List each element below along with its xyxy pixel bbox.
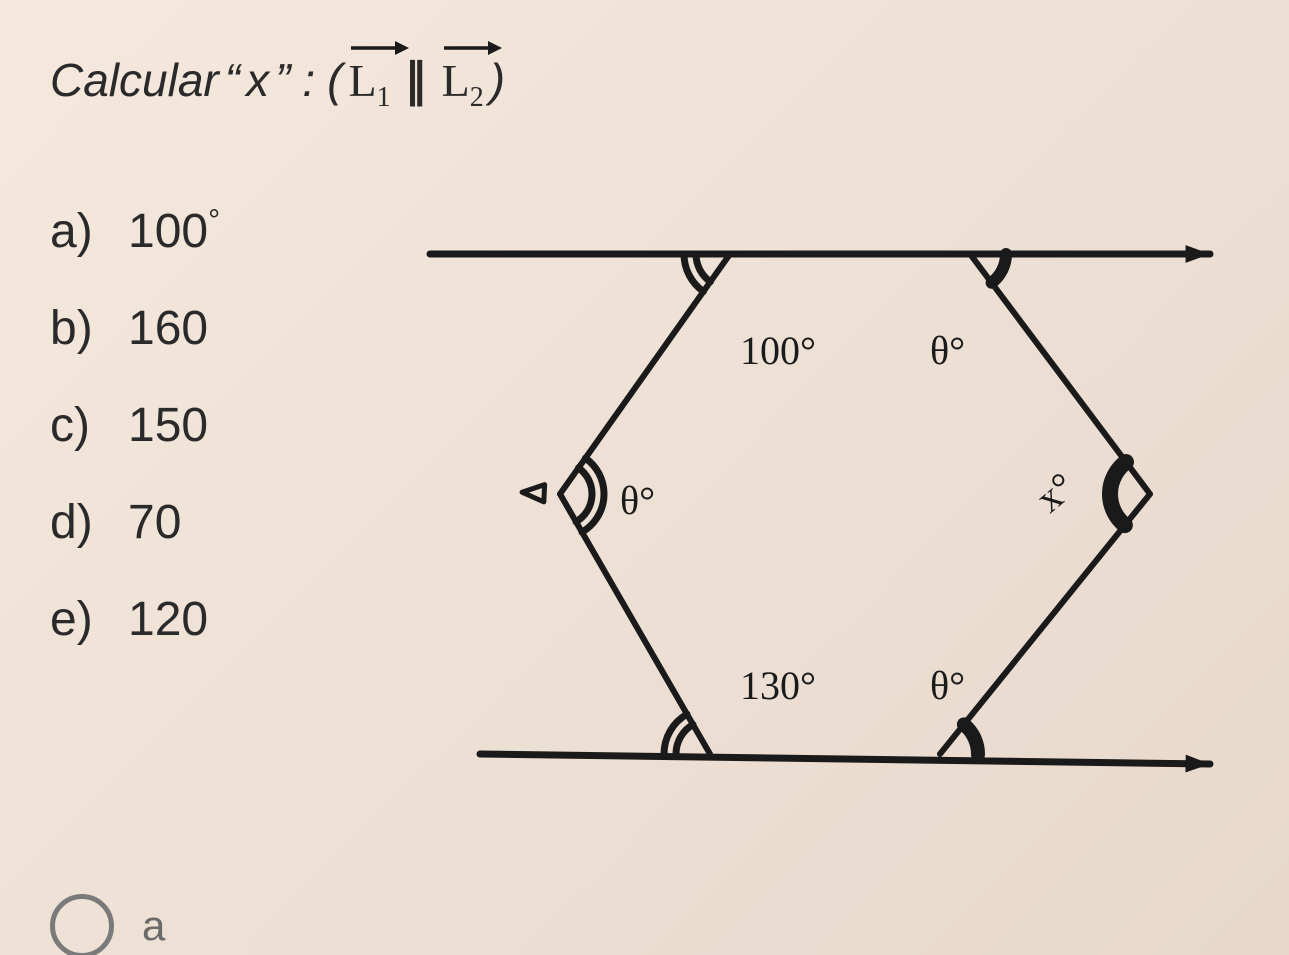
paren-open: ( (327, 53, 342, 107)
line2-base: L (442, 55, 470, 106)
quote-close: ” (275, 53, 290, 107)
option-value: 100° (128, 204, 220, 259)
option-letter: b) (50, 301, 106, 356)
svg-text:x°: x° (1027, 463, 1084, 521)
option-a[interactable]: a) 100° (50, 204, 370, 259)
option-value: 160 (128, 301, 208, 356)
vector-arrow-icon (442, 38, 502, 54)
option-c[interactable]: c) 150 (50, 398, 370, 453)
option-d[interactable]: d) 70 (50, 495, 370, 550)
option-letter: a) (50, 204, 106, 259)
line2-subscript: 2 (470, 82, 484, 113)
question-prompt: Calcular “x” : ( L1 ∥ L2 ) (50, 40, 1259, 114)
geometry-figure: 100° θ° θ° x° 130° θ° (370, 194, 1259, 834)
radio-label: a (142, 902, 165, 950)
quote-open: “ (225, 53, 240, 107)
question-prefix: Calcular (50, 53, 219, 107)
answer-radio-row: a (50, 894, 1259, 955)
worksheet-page: Calcular “x” : ( L1 ∥ L2 ) a) 100° (0, 0, 1289, 955)
svg-text:θ°: θ° (930, 663, 965, 708)
option-value: 150 (128, 398, 208, 453)
parallel-symbol: ∥ (405, 53, 428, 107)
radio-circle-icon[interactable] (50, 894, 114, 955)
svg-text:θ°: θ° (620, 478, 655, 523)
line1-base: L (349, 55, 377, 106)
paren-close: ) (490, 53, 505, 107)
option-letter: d) (50, 495, 106, 550)
option-letter: e) (50, 592, 106, 647)
figure-svg: 100° θ° θ° x° 130° θ° (370, 194, 1250, 834)
option-value: 70 (128, 495, 181, 550)
vector-arrow-icon (349, 38, 409, 54)
svg-text:100°: 100° (740, 328, 816, 373)
line1-subscript: 1 (377, 82, 391, 113)
answer-options: a) 100° b) 160 c) 150 d) 70 e) 120 (50, 204, 370, 647)
option-letter: c) (50, 398, 106, 453)
option-e[interactable]: e) 120 (50, 592, 370, 647)
line-1-symbol: L1 (349, 40, 391, 114)
content-row: a) 100° b) 160 c) 150 d) 70 e) 120 100° θ… (50, 194, 1259, 834)
option-value: 120 (128, 592, 208, 647)
option-b[interactable]: b) 160 (50, 301, 370, 356)
svg-text:θ°: θ° (930, 328, 965, 373)
svg-text:130°: 130° (740, 663, 816, 708)
line-2-symbol: L2 (442, 40, 484, 114)
question-separator: : (302, 53, 315, 107)
question-variable: x (246, 53, 269, 107)
